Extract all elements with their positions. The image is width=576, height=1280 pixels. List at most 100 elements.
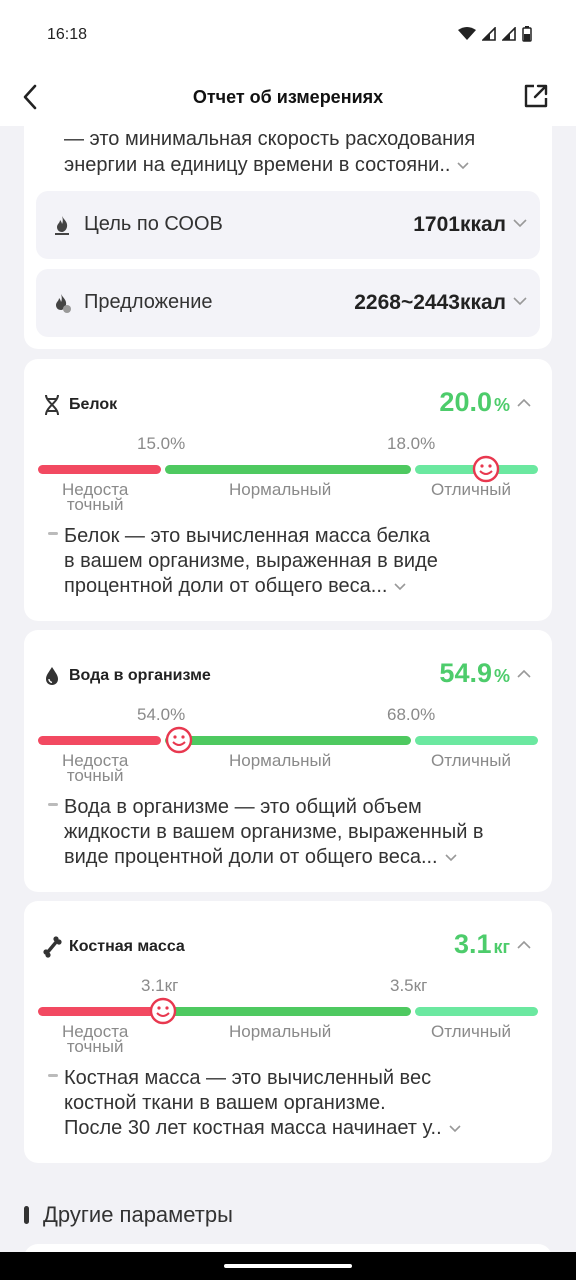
desc-marker	[48, 532, 58, 535]
metric-unit: кг	[493, 937, 510, 957]
chevron-up-icon[interactable]	[516, 666, 532, 682]
section-title-other: Другие параметры	[43, 1202, 233, 1227]
bmr-desc-line: энергии на единицу времени в состояни..	[64, 154, 451, 176]
desc-line: жидкости в вашем организме, выраженный в	[64, 821, 484, 843]
app-bar: Отчет об измерениях	[0, 70, 576, 126]
desc-line: Белок — это вычисленная масса белка	[64, 525, 431, 547]
zone-label-normal: Нормальный	[229, 480, 332, 499]
range-bar-excellent	[415, 1007, 538, 1016]
wifi-icon	[458, 27, 476, 40]
chevron-down-icon[interactable]	[448, 1122, 462, 1136]
bmr-card: — это минимальная скорость расходования …	[24, 126, 552, 349]
chevron-down-icon[interactable]	[512, 215, 528, 231]
zone-label-low-line: точный	[66, 495, 124, 514]
metric-unit: %	[493, 666, 510, 686]
metric-card-bone: Костная масса 3.1 кг 3.1кг 3.5кг Недоста т…	[24, 901, 552, 1163]
chevron-up-icon[interactable]	[516, 395, 532, 411]
range-bar-low	[38, 465, 161, 474]
zone-label-low-line: точный	[66, 1037, 124, 1056]
status-icons	[458, 26, 532, 42]
threshold-low: 15.0%	[137, 434, 186, 453]
range-bar-excellent	[415, 736, 538, 745]
zone-label-normal: Нормальный	[229, 1022, 332, 1041]
battery-icon	[522, 26, 532, 42]
metric-description[interactable]: Белок — это вычисленная масса белка в ва…	[64, 524, 524, 599]
threshold-low: 3.1кг	[141, 976, 179, 995]
threshold-low: 54.0%	[137, 705, 186, 724]
metric-value: 54.9%	[439, 658, 510, 689]
desc-line: Костная масса — это вычисленный вес	[64, 1067, 432, 1089]
metric-value-number: 54.9	[439, 658, 492, 688]
threshold-high: 3.5кг	[390, 976, 428, 995]
signal-icon	[482, 27, 496, 41]
bmr-suggestion-value: 2268~2443ккал	[354, 291, 506, 314]
desc-line: процентной доли от общего веса...	[64, 575, 388, 597]
metric-value-number: 3.1	[453, 929, 492, 959]
metric-unit: %	[493, 395, 510, 415]
metric-name: Костная масса	[69, 938, 185, 955]
section-marker	[24, 1206, 29, 1224]
chevron-up-icon[interactable]	[516, 937, 532, 953]
bmr-desc-line: — это минимальная скорость расходования	[64, 128, 476, 150]
signal-icon-2	[502, 27, 516, 41]
bmr-suggestion-row[interactable]: Предложение 2268~2443ккал	[36, 269, 540, 337]
metric-value: 20.0%	[439, 387, 510, 418]
metric-name: Белок	[69, 396, 118, 413]
water-drop-icon	[46, 667, 58, 685]
status-time: 16:18	[47, 26, 88, 43]
zone-label-low-line: Недоста	[62, 480, 129, 499]
range-bar-normal	[165, 736, 411, 745]
range-bar-low	[38, 1007, 161, 1016]
chevron-down-icon[interactable]	[393, 580, 407, 594]
bmr-suggestion-label: Предложение	[84, 291, 213, 313]
metric-card-water: Вода в организме 54.9% 54.0% 68.0% Недос…	[24, 630, 552, 892]
desc-marker	[48, 803, 58, 806]
metric-name: Вода в организме	[69, 667, 211, 684]
zone-label-low: Недоста точный	[62, 751, 129, 785]
bmr-goal-row[interactable]: Цель по СООВ 1701ккал	[36, 191, 540, 259]
zone-label-low-line: Недоста	[62, 751, 129, 770]
desc-line: Вода в организме — это общий объем	[64, 796, 422, 818]
bmr-goal-label: Цель по СООВ	[84, 213, 223, 235]
metric-value: 3.1 кг	[454, 929, 510, 960]
smiley-marker-icon	[165, 726, 193, 754]
range-bar-normal	[165, 1007, 411, 1016]
zone-label-excellent: Отличный	[431, 1022, 512, 1041]
back-arrow-icon[interactable]	[16, 82, 46, 112]
bone-icon	[43, 936, 62, 958]
system-nav-bar	[0, 1252, 576, 1280]
zone-label-low-line: точный	[66, 766, 124, 785]
smiley-marker-icon	[472, 455, 500, 483]
metric-value-number: 20.0	[439, 387, 492, 417]
smiley-marker-icon	[149, 997, 177, 1025]
bmr-description[interactable]: — это минимальная скорость расходования …	[64, 126, 504, 178]
zone-label-low-line: Недоста	[62, 1022, 129, 1041]
page-title: Отчет об измерениях	[192, 87, 384, 107]
threshold-high: 68.0%	[387, 705, 436, 724]
desc-line: в вашем организме, выраженная в виде	[64, 550, 438, 572]
zone-label-low: Недоста точный	[62, 1022, 129, 1056]
chevron-down-icon[interactable]	[456, 159, 470, 173]
range-bar-normal	[165, 465, 411, 474]
other-params-card[interactable]	[24, 1244, 552, 1252]
content-scroll[interactable]: — это минимальная скорость расходования …	[0, 126, 576, 1252]
metric-description[interactable]: Вода в организме — это общий объем жидко…	[64, 795, 524, 870]
zone-label-excellent: Отличный	[431, 751, 512, 770]
desc-line: виде процентной доли от общего веса...	[64, 846, 438, 868]
desc-marker	[48, 1074, 58, 1077]
chevron-down-icon[interactable]	[444, 851, 458, 865]
zone-label-excellent: Отличный	[431, 480, 512, 499]
home-gesture-handle[interactable]	[224, 1264, 352, 1268]
flame-icon	[55, 216, 69, 235]
flame-suggest-icon	[56, 294, 71, 313]
share-icon[interactable]	[522, 82, 550, 110]
zone-label-normal: Нормальный	[229, 751, 332, 770]
desc-line: После 30 лет костная масса начинает у..	[64, 1117, 442, 1139]
range-bar-low	[38, 736, 161, 745]
dna-icon	[45, 394, 59, 416]
metric-description[interactable]: Костная масса — это вычисленный вес кост…	[64, 1066, 524, 1141]
threshold-high: 18.0%	[387, 434, 436, 453]
status-bar: 16:18	[0, 0, 576, 70]
metric-card-protein: Белок 20.0% 15.0% 18.0% Недоста точный Но…	[24, 359, 552, 621]
chevron-down-icon[interactable]	[512, 293, 528, 309]
